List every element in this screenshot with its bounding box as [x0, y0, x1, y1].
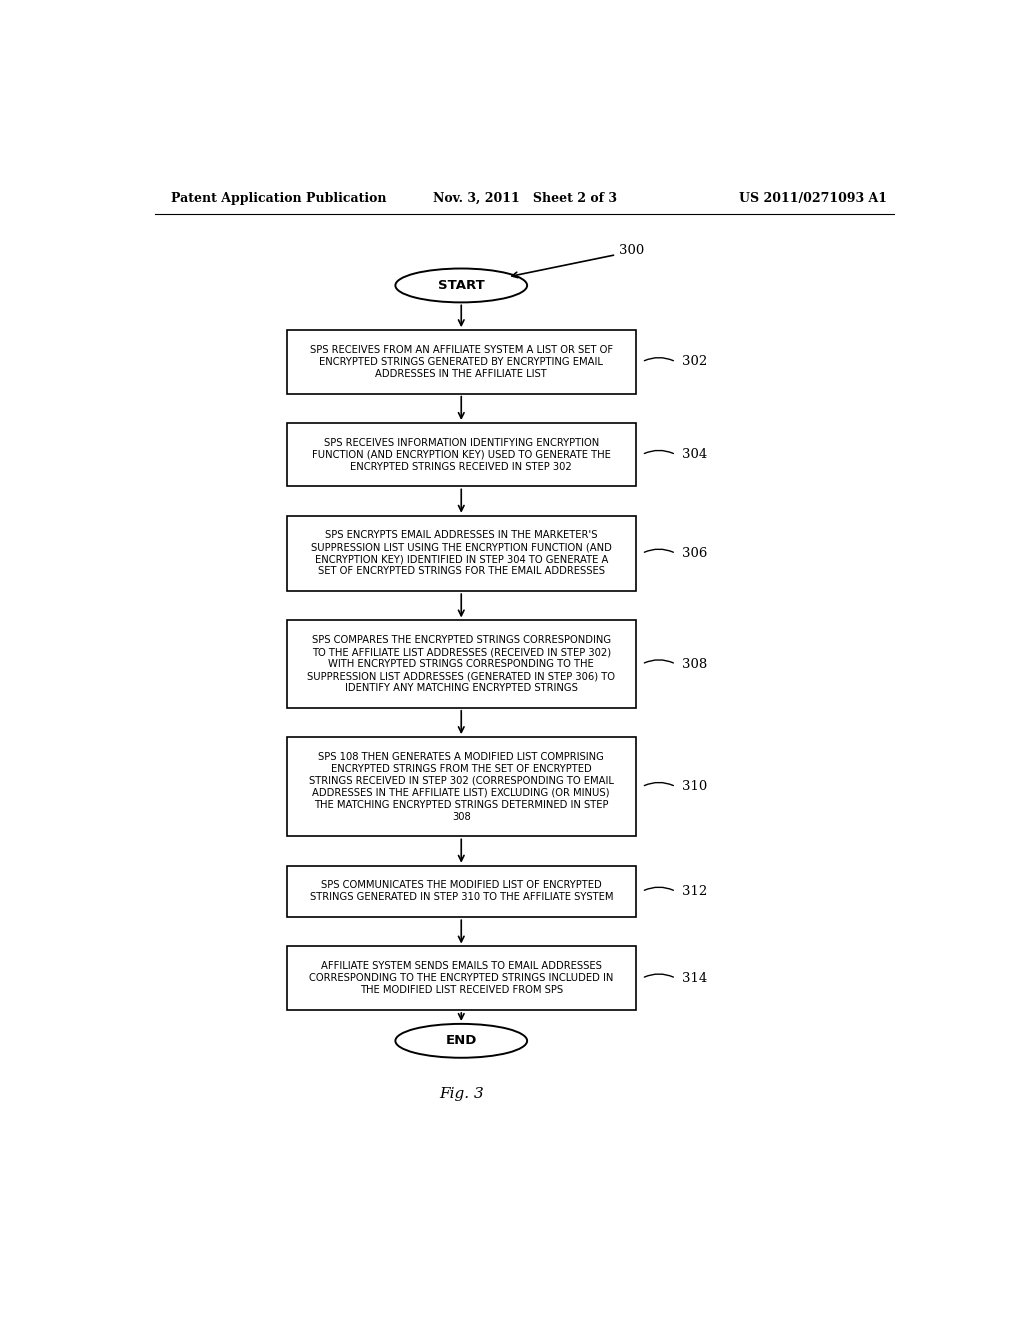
Text: 314: 314 — [682, 972, 708, 985]
FancyBboxPatch shape — [287, 737, 636, 837]
Text: 310: 310 — [682, 780, 708, 793]
Text: START: START — [438, 279, 484, 292]
Text: 300: 300 — [618, 244, 644, 257]
Text: Patent Application Publication: Patent Application Publication — [171, 191, 386, 205]
Text: SPS RECEIVES FROM AN AFFILIATE SYSTEM A LIST OR SET OF
ENCRYPTED STRINGS GENERAT: SPS RECEIVES FROM AN AFFILIATE SYSTEM A … — [309, 345, 612, 379]
FancyBboxPatch shape — [287, 620, 636, 708]
Text: 306: 306 — [682, 546, 708, 560]
Text: 312: 312 — [682, 884, 708, 898]
FancyBboxPatch shape — [287, 422, 636, 487]
Text: 308: 308 — [682, 657, 708, 671]
Text: SPS 108 THEN GENERATES A MODIFIED LIST COMPRISING
ENCRYPTED STRINGS FROM THE SET: SPS 108 THEN GENERATES A MODIFIED LIST C… — [309, 751, 613, 822]
Ellipse shape — [395, 1024, 527, 1057]
Text: SPS COMMUNICATES THE MODIFIED LIST OF ENCRYPTED
STRINGS GENERATED IN STEP 310 TO: SPS COMMUNICATES THE MODIFIED LIST OF EN… — [309, 880, 613, 903]
FancyBboxPatch shape — [287, 866, 636, 917]
Text: Fig. 3: Fig. 3 — [439, 1086, 483, 1101]
Text: AFFILIATE SYSTEM SENDS EMAILS TO EMAIL ADDRESSES
CORRESPONDING TO THE ENCRYPTED : AFFILIATE SYSTEM SENDS EMAILS TO EMAIL A… — [309, 961, 613, 995]
Ellipse shape — [395, 268, 527, 302]
Text: SPS ENCRYPTS EMAIL ADDRESSES IN THE MARKETER'S
SUPPRESSION LIST USING THE ENCRYP: SPS ENCRYPTS EMAIL ADDRESSES IN THE MARK… — [311, 531, 611, 577]
Text: 302: 302 — [682, 355, 708, 368]
Text: Nov. 3, 2011   Sheet 2 of 3: Nov. 3, 2011 Sheet 2 of 3 — [433, 191, 616, 205]
FancyBboxPatch shape — [287, 946, 636, 1010]
FancyBboxPatch shape — [287, 330, 636, 393]
Text: SPS COMPARES THE ENCRYPTED STRINGS CORRESPONDING
TO THE AFFILIATE LIST ADDRESSES: SPS COMPARES THE ENCRYPTED STRINGS CORRE… — [307, 635, 615, 693]
Text: US 2011/0271093 A1: US 2011/0271093 A1 — [738, 191, 887, 205]
FancyBboxPatch shape — [287, 516, 636, 591]
Text: END: END — [445, 1035, 477, 1047]
Text: SPS RECEIVES INFORMATION IDENTIFYING ENCRYPTION
FUNCTION (AND ENCRYPTION KEY) US: SPS RECEIVES INFORMATION IDENTIFYING ENC… — [312, 438, 610, 471]
Text: 304: 304 — [682, 449, 708, 461]
